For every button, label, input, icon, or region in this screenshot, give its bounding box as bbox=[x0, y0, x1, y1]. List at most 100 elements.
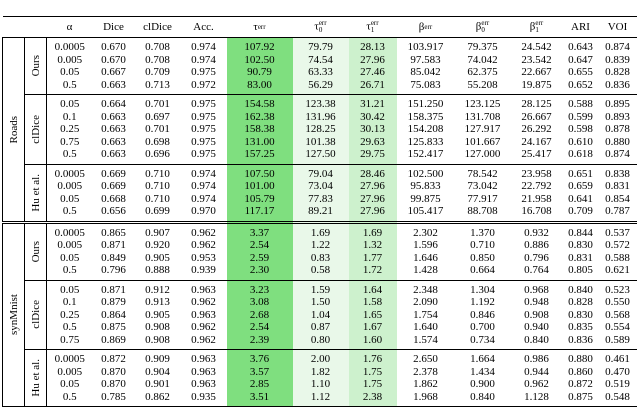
method-label: Ours bbox=[24, 37, 47, 95]
cell: 0.641 bbox=[568, 192, 593, 205]
cell: 16.708 bbox=[510, 205, 563, 223]
cell: 0.461 bbox=[598, 349, 637, 366]
cell: 90.79 bbox=[226, 66, 293, 79]
data-row: 0.05 0.668 0.710 0.974 105.79 77.83 27.96 99.87… bbox=[3, 192, 637, 205]
data-row: 0.005 0.871 0.920 0.962 2.54 1.22 1.32 1.596 0.7… bbox=[3, 239, 637, 252]
header-script: err 0 bbox=[319, 20, 327, 34]
cell: 75.083 bbox=[410, 78, 441, 91]
header-blank bbox=[2, 16, 47, 38]
cell: 0.621 bbox=[605, 264, 630, 277]
cell: 0.878 bbox=[605, 123, 630, 136]
cell: 0.974 bbox=[180, 163, 227, 180]
cell: 0.839 bbox=[605, 53, 630, 66]
cell: 3.08 bbox=[226, 296, 293, 309]
cell: 83.00 bbox=[226, 78, 293, 95]
cell: 29.75 bbox=[348, 148, 397, 164]
cell: 26.667 bbox=[521, 110, 552, 123]
cell: 0.5 bbox=[46, 321, 93, 334]
cell: 55.208 bbox=[467, 78, 498, 91]
cell: 3.76 bbox=[226, 349, 293, 366]
cell: 0.572 bbox=[605, 239, 630, 252]
cell: 0.0005 bbox=[46, 349, 93, 366]
cell: 0.871 bbox=[92, 279, 135, 296]
method-label: clDice bbox=[24, 94, 47, 165]
cell: 0.831 bbox=[605, 180, 630, 193]
data-row: 0.5 0.656 0.699 0.970 117.17 89.21 27.96 105.41… bbox=[3, 205, 637, 223]
cell: 1.596 bbox=[413, 239, 438, 252]
cell: 0.805 bbox=[568, 264, 593, 277]
cell: 0.710 bbox=[145, 180, 170, 193]
cell: 56.29 bbox=[292, 78, 349, 95]
cell: 27.96 bbox=[348, 192, 397, 205]
data-row: 0.75 0.663 0.698 0.975 131.00 101.38 29.63 125.… bbox=[3, 135, 637, 148]
cell: 97.583 bbox=[410, 53, 441, 66]
cell: 0.537 bbox=[598, 220, 637, 239]
cell: 2.302 bbox=[396, 220, 455, 239]
cell: 77.83 bbox=[292, 192, 349, 205]
cell: 0.875 bbox=[562, 390, 599, 407]
header-sub: 1 bbox=[535, 26, 539, 34]
cell: 0.948 bbox=[524, 296, 549, 309]
cell: 154.58 bbox=[226, 94, 293, 111]
cell: 0.25 bbox=[46, 123, 93, 136]
data-row: 0.005 0.870 0.904 0.963 3.57 1.82 1.75 2.378 1.4… bbox=[3, 365, 637, 378]
cell: 2.090 bbox=[413, 296, 438, 309]
cell: 0.850 bbox=[470, 251, 495, 264]
cell: 0.588 bbox=[562, 94, 599, 111]
cell: 0.005 bbox=[46, 180, 93, 193]
cell: 152.417 bbox=[407, 148, 444, 161]
cell: 63.33 bbox=[292, 66, 349, 79]
cell: 0.844 bbox=[562, 220, 599, 239]
cell: 0.908 bbox=[145, 333, 170, 346]
header-symbol: τ bbox=[314, 20, 319, 33]
cell: 0.880 bbox=[562, 349, 599, 366]
data-row: 0.5 0.785 0.862 0.935 3.51 1.12 2.38 1.968 0.840… bbox=[3, 390, 637, 407]
cell: 0.796 bbox=[524, 251, 549, 264]
column-header: ARI bbox=[562, 16, 599, 38]
cell: 0.5 bbox=[46, 264, 93, 280]
cell: 1.754 bbox=[413, 308, 438, 321]
cell: 0.618 bbox=[568, 148, 593, 161]
cell: 0.830 bbox=[568, 239, 593, 252]
data-row: 0.05 0.667 0.709 0.975 90.79 63.33 27.46 85.042… bbox=[3, 66, 637, 79]
method-text: Hu et al. bbox=[29, 173, 42, 212]
cell: 0.854 bbox=[605, 192, 630, 205]
cell: 0.871 bbox=[101, 239, 126, 252]
data-row: 0.25 0.663 0.701 0.975 158.38 128.25 30.13 154.… bbox=[3, 123, 637, 136]
cell: 2.30 bbox=[226, 264, 293, 280]
cell: 0.523 bbox=[598, 279, 637, 296]
cell: 127.000 bbox=[464, 148, 501, 161]
cell: 1.75 bbox=[348, 378, 397, 391]
cell: 1.370 bbox=[454, 220, 511, 239]
data-row: 0.05 0.870 0.901 0.963 2.85 1.10 1.75 1.862 0.90… bbox=[3, 378, 637, 391]
cell: 0.5 bbox=[46, 78, 93, 95]
cell: 0.796 bbox=[101, 264, 126, 277]
cell: 0.970 bbox=[180, 205, 227, 223]
cell: 2.68 bbox=[226, 308, 293, 321]
cell: 73.042 bbox=[467, 180, 498, 193]
cell: 0.975 bbox=[191, 123, 216, 136]
cell: 0.940 bbox=[524, 321, 549, 334]
cell: 105.79 bbox=[226, 192, 293, 205]
cell: 0.962 bbox=[191, 239, 216, 252]
cell: 27.96 bbox=[348, 53, 397, 66]
column-header: τ err 1 bbox=[348, 16, 397, 38]
cell: 0.708 bbox=[134, 37, 181, 54]
cell: 62.375 bbox=[467, 66, 498, 79]
cell: 0.599 bbox=[568, 110, 593, 123]
data-row: 0.5 0.875 0.908 0.962 2.54 0.87 1.67 1.640 0.700… bbox=[3, 321, 637, 334]
cell: 0.669 bbox=[101, 180, 126, 193]
cell: 101.667 bbox=[464, 135, 501, 148]
cell: 88.708 bbox=[454, 205, 511, 223]
cell: 0.907 bbox=[134, 220, 181, 239]
cell: 0.904 bbox=[145, 365, 170, 378]
cell: 0.696 bbox=[145, 148, 170, 161]
cell: 0.963 bbox=[180, 279, 227, 296]
cell: 0.663 bbox=[101, 135, 126, 148]
cell: 0.875 bbox=[101, 321, 126, 334]
cell: 1.64 bbox=[348, 279, 397, 296]
cell: 0.846 bbox=[470, 308, 495, 321]
cell: 22.667 bbox=[521, 66, 552, 79]
cell: 0.701 bbox=[145, 123, 170, 136]
cell: 19.875 bbox=[521, 78, 552, 91]
